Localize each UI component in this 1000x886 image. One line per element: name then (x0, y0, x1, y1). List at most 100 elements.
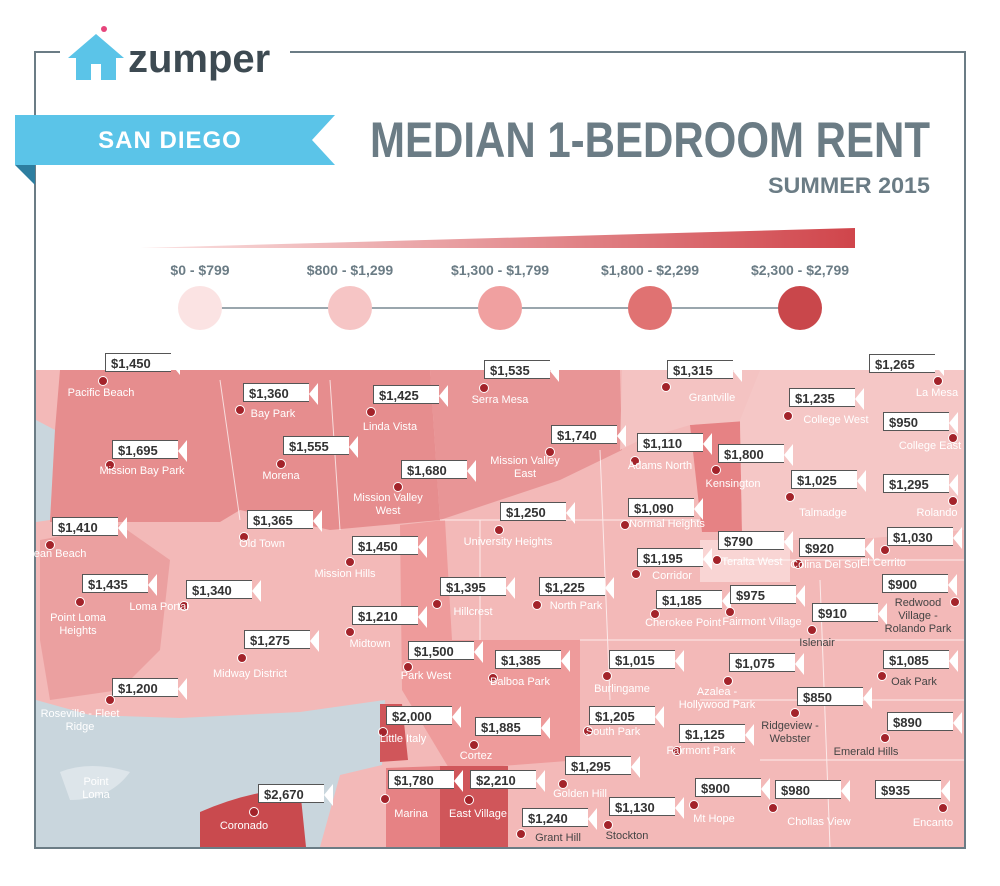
pin (712, 555, 722, 565)
pin (378, 727, 388, 737)
pin (603, 820, 613, 830)
legend-label: $2,300 - $2,799 (750, 262, 850, 278)
neighborhood-name: Cortez (459, 750, 493, 762)
price-tag: $1,240 (522, 807, 597, 830)
price-tag: $1,265 (869, 353, 944, 376)
neighborhood-name: Fairmont Village (722, 616, 802, 628)
price-tag: $1,205 (589, 705, 664, 728)
neighborhood-name: Ridgeview - Webster (761, 720, 819, 745)
legend-label: $1,300 - $1,799 (450, 262, 550, 278)
pin (432, 599, 442, 609)
price-tag: $950 (883, 411, 958, 434)
price-tag: $1,075 (729, 652, 804, 675)
legend-label: $0 - $799 (170, 262, 230, 278)
price-tag: $1,125 (679, 723, 754, 746)
pin (105, 695, 115, 705)
neighborhood-name: Teralta West (721, 556, 783, 568)
pin (469, 740, 479, 750)
price-tag: $1,535 (484, 359, 559, 382)
price-tag: $1,780 (388, 769, 463, 792)
neighborhood-name: Old Town (239, 538, 285, 550)
pin (479, 383, 489, 393)
place-label: Point Loma (82, 776, 110, 801)
title: MEDIAN 1-BEDROOM RENT (370, 112, 930, 168)
neighborhood-name: Golden Hill (553, 788, 607, 800)
price-tag: $1,395 (440, 576, 515, 599)
pin (725, 607, 735, 617)
price-tag: $1,195 (637, 547, 712, 570)
price-tag: $1,200 (112, 677, 187, 700)
pin (630, 456, 640, 466)
price-tag: $1,450 (105, 352, 180, 375)
banner-ribbon (15, 115, 335, 165)
neighborhood-name: College East (898, 440, 962, 452)
price-tag: $2,210 (470, 769, 545, 792)
neighborhood-name: Mt Hope (693, 813, 735, 825)
subtitle: SUMMER 2015 (768, 173, 930, 198)
neighborhood-name: Mission Valley West (353, 492, 423, 517)
neighborhood-name: Park West (400, 670, 452, 682)
pin (650, 609, 660, 619)
price-tag: $2,670 (258, 783, 333, 806)
legend-label: $800 - $1,299 (306, 262, 394, 278)
pin (933, 376, 943, 386)
neighborhood-name: Serra Mesa (471, 394, 529, 406)
neighborhood-name: Pacific Beach (67, 387, 135, 399)
price-tag: $1,030 (887, 526, 962, 549)
neighborhood-name: Ocean Beach (19, 548, 87, 560)
map (36, 370, 964, 848)
neighborhood-name: Redwood Village - Rolando Park (884, 597, 952, 635)
neighborhood-name: Point Loma Heights (50, 612, 106, 637)
pin (661, 382, 671, 392)
neighborhood-name: Colina Del Sol (790, 559, 860, 571)
neighborhood-name: Kensington (705, 478, 761, 490)
price-tag: $1,250 (500, 501, 575, 524)
neighborhood-name: Mission Valley East (490, 455, 560, 480)
neighborhood-name: Chollas View (787, 816, 851, 828)
neighborhood-name: Little Italy (379, 733, 427, 745)
pin (790, 708, 800, 718)
pin (464, 795, 474, 805)
neighborhood-name: Normal Heights (629, 518, 705, 530)
neighborhood-name: Oak Park (891, 676, 937, 688)
pin (950, 597, 960, 607)
pin (948, 433, 958, 443)
pin (631, 569, 641, 579)
pin (366, 407, 376, 417)
price-tag: $1,110 (637, 432, 712, 455)
neighborhood-name: Fairmont Park (666, 745, 736, 757)
legend-dot (628, 286, 672, 330)
neighborhood-name: Grantville (688, 392, 736, 404)
logo-icon (68, 26, 124, 80)
neighborhood-name: Mission Bay Park (99, 465, 185, 477)
neighborhood-name: Grant Hill (535, 832, 581, 844)
price-tag: $900 (695, 777, 770, 800)
price-tag: $1,695 (112, 439, 187, 462)
neighborhood-name: Bay Park (250, 408, 296, 420)
pin (75, 597, 85, 607)
frame (34, 51, 966, 849)
pin (393, 482, 403, 492)
neighborhood-name: Midway District (213, 668, 287, 680)
price-tag: $1,360 (243, 382, 318, 405)
neighborhood-name: Hillcrest (453, 606, 493, 618)
pin (532, 600, 542, 610)
neighborhood-name: Mission Hills (314, 568, 376, 580)
pin (488, 673, 498, 683)
price-tag: $1,425 (373, 384, 448, 407)
pin (545, 447, 555, 457)
neighborhood-name: Rolando (916, 507, 958, 519)
price-tag: $1,555 (283, 435, 358, 458)
neighborhood-name: La Mesa (915, 387, 959, 399)
pin (345, 627, 355, 637)
price-tag: $1,130 (609, 796, 684, 819)
price-tag: $1,885 (475, 716, 550, 739)
price-tag: $1,315 (667, 359, 742, 382)
price-tag: $1,435 (82, 573, 157, 596)
price-tag: $1,365 (247, 509, 322, 532)
price-tag: $890 (887, 711, 962, 734)
pin (602, 671, 612, 681)
price-tag: $1,295 (565, 755, 640, 778)
